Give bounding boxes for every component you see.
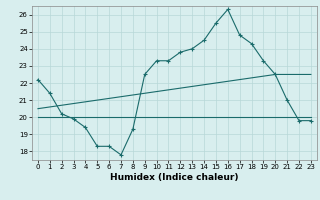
X-axis label: Humidex (Indice chaleur): Humidex (Indice chaleur) — [110, 173, 239, 182]
